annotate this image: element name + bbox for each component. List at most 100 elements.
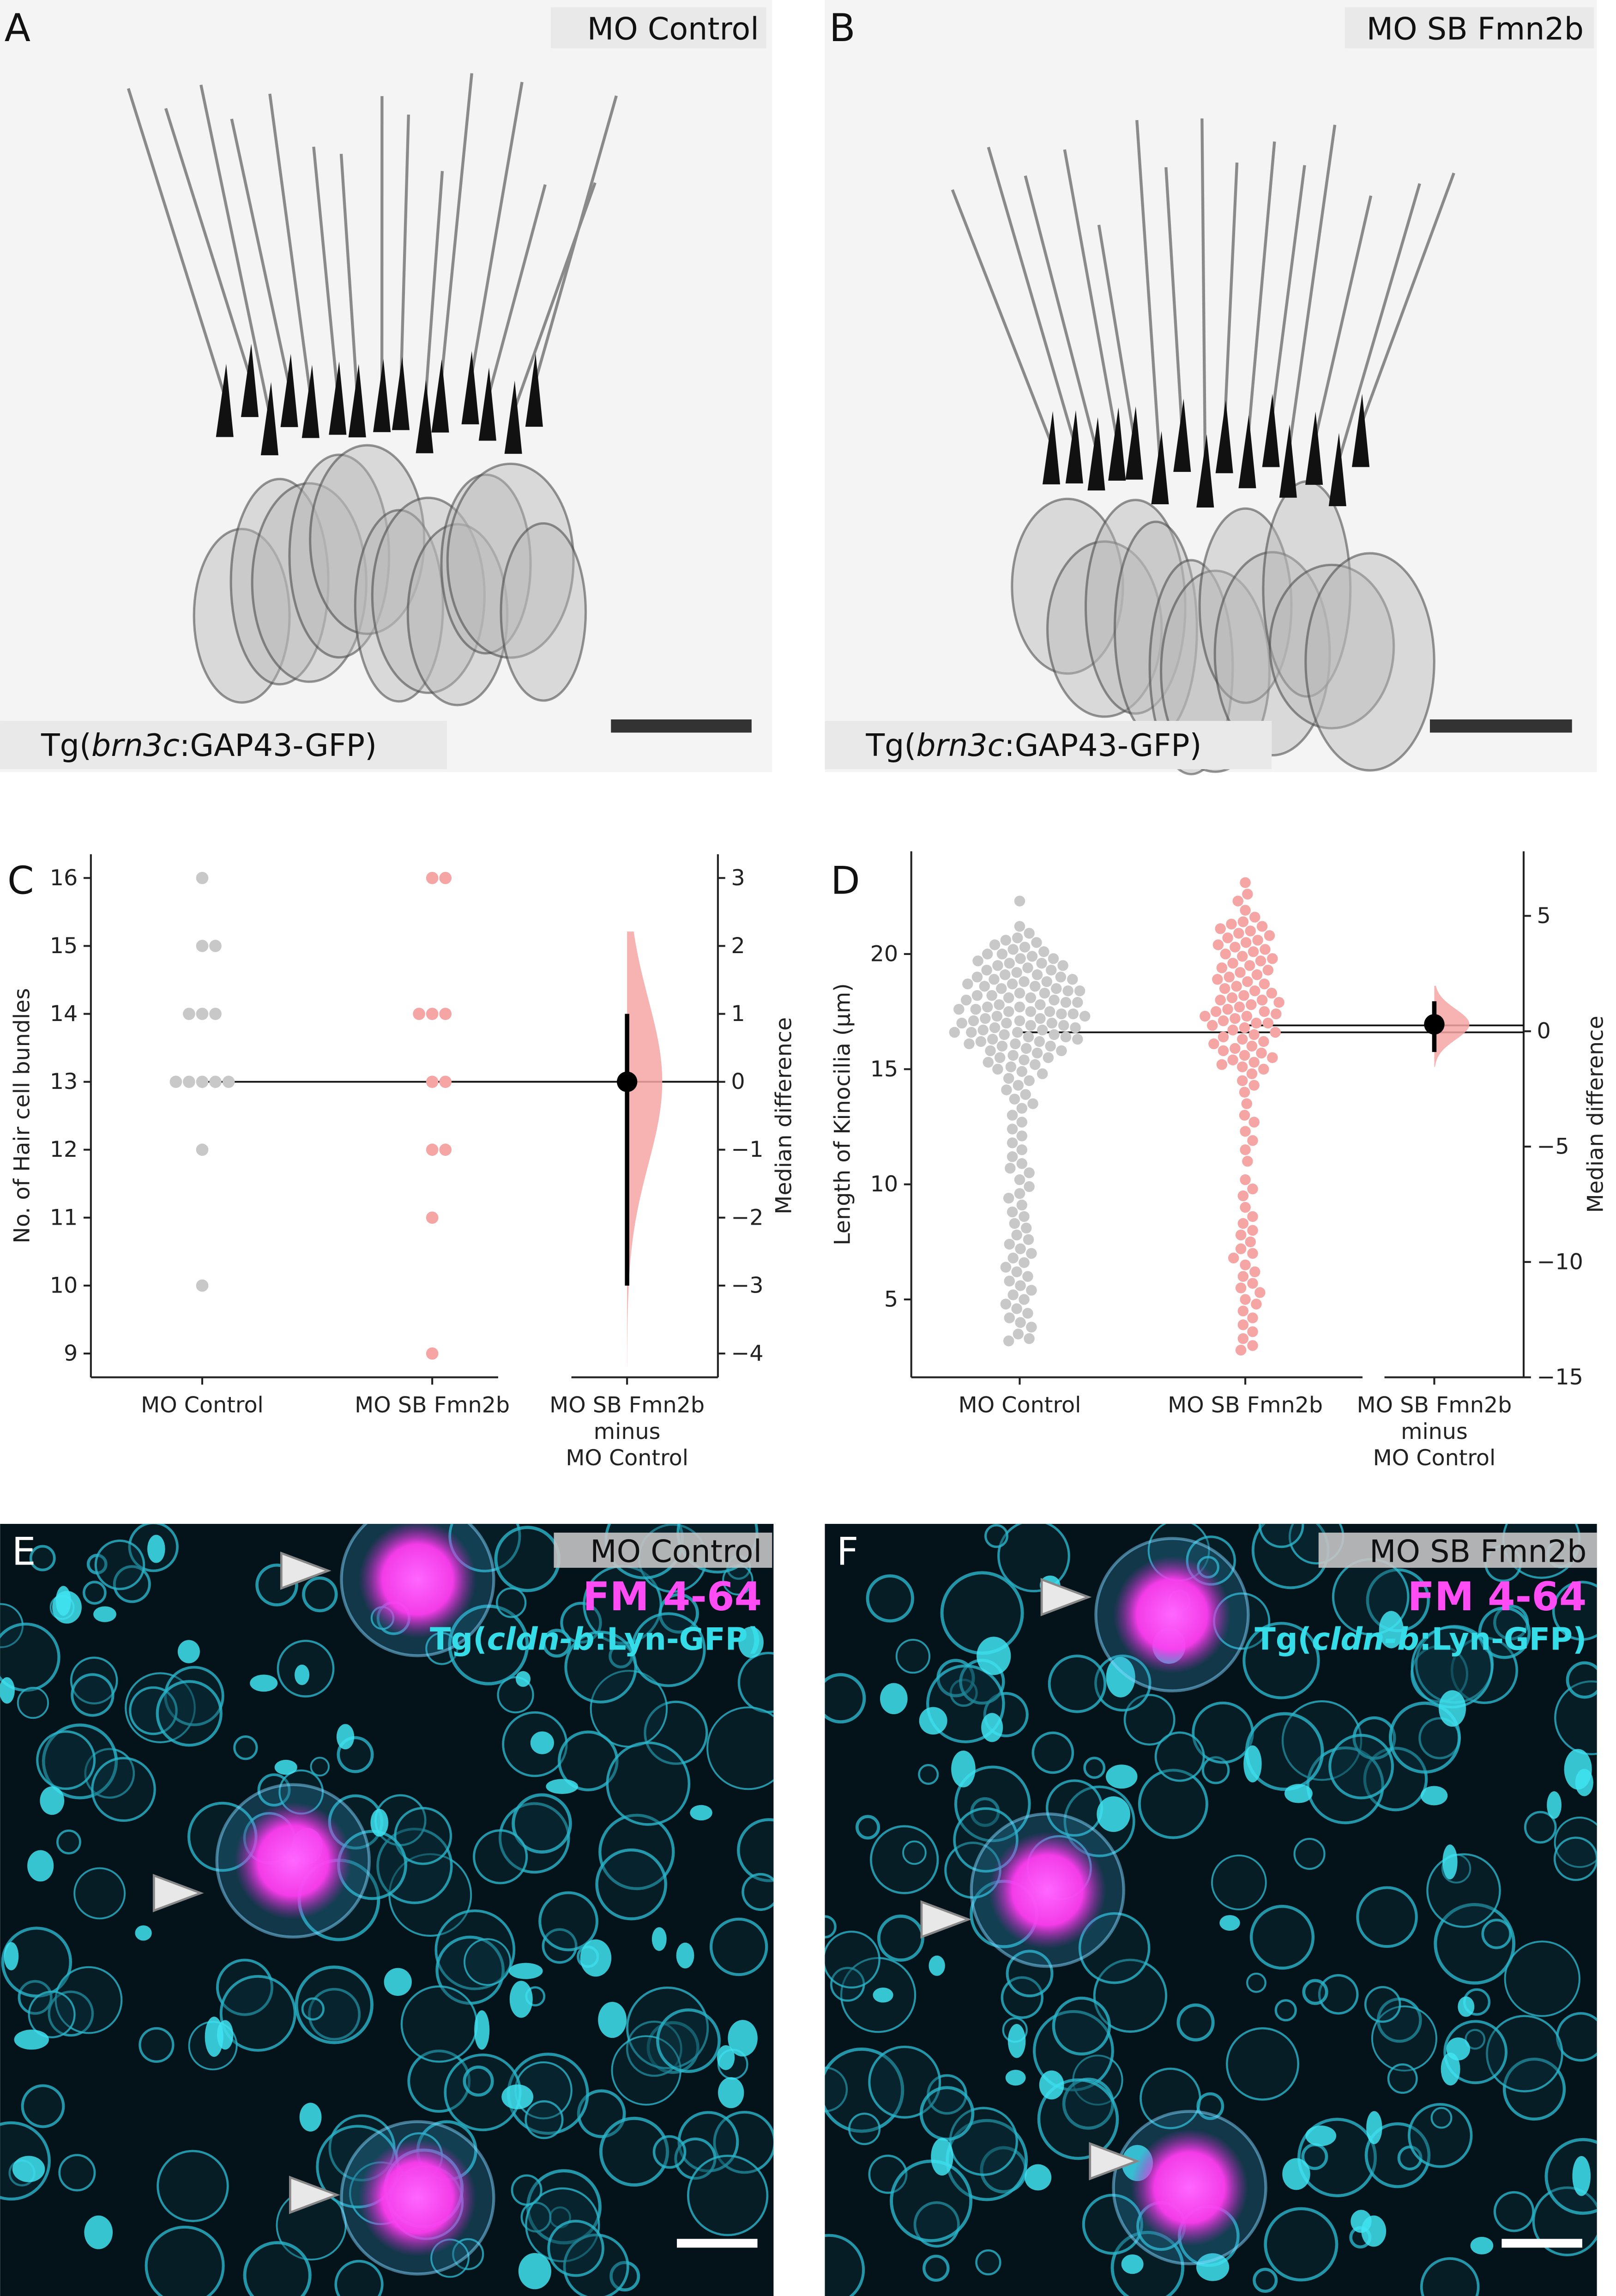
data-point: [1248, 1080, 1260, 1091]
y2-tick-label: −4: [731, 1341, 763, 1366]
data-point: [1058, 1020, 1069, 1031]
cell-outline: [606, 1741, 691, 1826]
data-point: [986, 990, 997, 1001]
cell-outline: [1363, 1746, 1428, 1812]
cell-outline: [1138, 1769, 1208, 1839]
cell-outline: [56, 1829, 81, 1855]
bright-cell: [690, 1805, 712, 1821]
x-tick-label: minus: [594, 1419, 661, 1444]
hair-cells-fm464: [359, 2139, 476, 2257]
data-point: [1239, 1050, 1250, 1061]
kinocilium: [1313, 195, 1373, 444]
bright-cell: [4, 1942, 19, 1970]
bright-cell: [919, 1707, 947, 1735]
data-point: [1271, 1008, 1282, 1020]
scale-bar: [677, 2239, 758, 2248]
cell-body: [1046, 540, 1163, 718]
kinocilium: [339, 153, 359, 397]
panel-letter: F: [837, 1530, 858, 1574]
cell-outline: [302, 1576, 338, 1613]
data-point: [971, 990, 983, 1001]
data-point: [989, 939, 1001, 950]
cell-outline: [825, 1673, 866, 1724]
kinocilium: [1024, 175, 1098, 450]
cell-outline: [890, 2159, 973, 2242]
data-point: [1014, 987, 1025, 999]
hair-bundle: [1215, 400, 1233, 473]
cell-outline: [713, 2111, 774, 2174]
data-point: [1000, 1299, 1012, 1310]
data-point: [1000, 1262, 1012, 1273]
data-point: [1015, 953, 1026, 964]
data-point: [1235, 1344, 1247, 1356]
data-point: [1227, 1024, 1238, 1036]
cell-outline: [1037, 2078, 1119, 2160]
hair-bundle: [348, 364, 366, 438]
data-point: [1070, 1022, 1081, 1033]
data-point: [1035, 999, 1046, 1010]
data-point: [1247, 1248, 1258, 1259]
data-point: [1255, 955, 1266, 967]
y-tick-label: 16: [50, 865, 78, 891]
bright-cell: [1547, 1791, 1562, 1819]
data-point: [1242, 1156, 1253, 1167]
cell-outline: [1246, 1972, 1266, 1993]
data-point: [1014, 921, 1025, 932]
bright-cell: [951, 1750, 976, 1788]
bright-cell: [977, 1637, 1011, 1675]
data-point: [1256, 994, 1268, 1006]
cell-body: [371, 496, 486, 694]
bright-cell: [40, 1786, 65, 1815]
data-point: [1046, 1017, 1058, 1029]
cell-outline: [54, 1966, 123, 2034]
kinocilium: [1063, 149, 1119, 440]
hair-bundle: [1125, 406, 1143, 480]
data-point: [1016, 1066, 1027, 1077]
cell-outline: [73, 1867, 126, 1920]
cell-outline: [542, 1928, 578, 1964]
cell-outline: [434, 1909, 516, 1990]
cell-body: [1268, 563, 1395, 730]
hair-bundle: [504, 381, 522, 454]
hair-bundle: [416, 380, 434, 453]
y-axis-label: Length of Kinocilia (µm): [830, 983, 855, 1245]
cell-outline: [71, 1673, 115, 1717]
data-point: [1027, 1098, 1038, 1109]
y2-tick-label: −1: [731, 1137, 763, 1162]
bright-cell: [1243, 1745, 1262, 1782]
cell-outline: [1201, 1756, 1230, 1784]
x-tick-label: MO SB Fmn2b: [1168, 1393, 1323, 1418]
cell-outline: [1371, 2005, 1437, 2072]
kinocilium: [164, 108, 251, 377]
hair-bundle: [329, 361, 347, 435]
transgene-part: :GAP43-GFP): [1004, 727, 1201, 763]
data-point: [1230, 942, 1241, 953]
cell-outline: [1259, 1523, 1304, 1548]
y2-tick-label: −10: [1537, 1249, 1583, 1275]
data-point: [991, 1010, 1003, 1022]
data-point: [994, 1052, 1006, 1063]
cell-outline: [1176, 2003, 1215, 2042]
y2-tick-label: 3: [731, 865, 745, 891]
bright-cell: [1005, 2070, 1026, 2086]
bright-cell: [1441, 2053, 1460, 2086]
data-point: [1003, 1335, 1014, 1347]
kinocilium: [486, 184, 547, 400]
data-point: [1248, 946, 1259, 957]
data-point: [1045, 965, 1057, 976]
stain-label: FM 4-64: [583, 1574, 762, 1620]
data-point: [1003, 1073, 1014, 1084]
data-point: [1003, 992, 1014, 1003]
cell-outline: [1554, 1816, 1597, 1868]
kinocilium: [1246, 141, 1276, 447]
cell-outline: [94, 1539, 145, 1590]
cell-outline: [1420, 2257, 1480, 2296]
cell-body: [500, 522, 587, 702]
bright-cell: [1572, 2156, 1591, 2196]
data-point: [1000, 969, 1011, 980]
cell-outline: [1364, 1986, 1401, 2023]
arrowhead: [152, 1873, 204, 1912]
cell-outline: [1093, 1958, 1168, 2033]
